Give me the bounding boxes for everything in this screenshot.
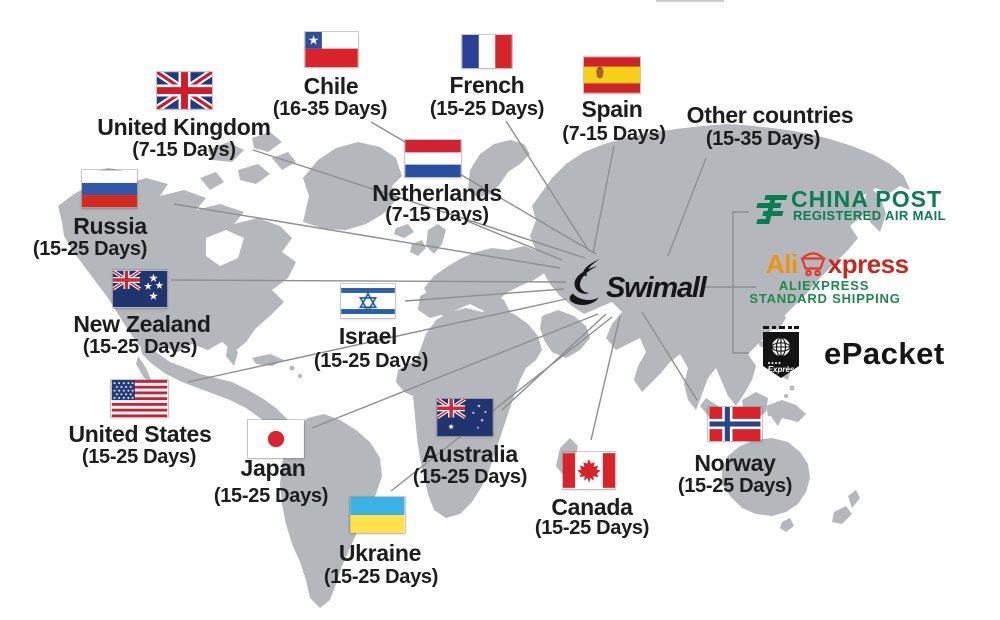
aliexpress-sub1: ALIEXPRESS [778,278,870,293]
flag-ukraine [350,497,405,533]
label-new-zealand-days: (15-25 Days) [82,336,198,358]
china-post-icon [752,193,790,229]
label-chile-days: (16-35 Days) [272,98,388,120]
label-spain-name: Spain [581,96,643,122]
flag-canada [563,452,615,489]
label-japan-name: Japan [240,455,306,481]
label-norway-days: (15-25 Days) [677,475,793,497]
flag-united-states [111,380,168,417]
label-united-states-name: United States [68,421,212,447]
flag-israel [341,284,395,318]
epacket-label: ePacket [824,336,945,371]
swimall-swirl-icon [569,258,611,308]
line-russia [173,203,561,269]
label-new-zealand-name: New Zealand [73,311,211,337]
line-netherlands [466,220,563,261]
epacket-badge-text: Exprès [768,365,795,374]
label-other-countries-days: (15-35 Days) [705,128,821,150]
flag-netherlands [405,140,461,177]
flag-australia [437,399,493,436]
flag-french [462,35,512,68]
label-netherlands-days: (7-15 Days) [385,204,489,226]
flag-spain [584,57,640,93]
aliexpress-cart-icon [799,251,827,278]
label-united-states-days: (15-25 Days) [81,446,197,468]
label-norway-name: Norway [694,450,776,476]
label-netherlands-name: Netherlands [372,180,502,206]
line-spain [592,145,615,254]
label-spain-days: (7-15 Days) [562,123,666,145]
line-french [505,120,590,252]
flag-japan [248,420,304,458]
line-australia [501,313,607,411]
line-ukraine [390,316,613,492]
label-canada-days: (15-25 Days) [534,517,650,539]
label-canada-name: Canada [551,494,633,520]
aliexpress-sub2: STANDARD SHIPPING [749,291,901,306]
line-new-zealand [170,279,567,283]
label-uk-days: (7-15 Days) [132,139,236,161]
aliexpress-text-ali: Ali [766,249,798,279]
flag-russia [82,170,137,208]
label-australia-name: Australia [422,441,518,467]
flag-uk [157,72,212,109]
label-russia-name: Russia [73,213,147,239]
line-canada [590,315,621,441]
label-australia-days: (15-25 Days) [412,466,528,488]
line-other [667,157,707,257]
label-japan-days: (15-25 Days) [213,485,329,507]
line-united-states [187,298,567,383]
line-israel [404,288,565,302]
swimall-logo-text: Swimall [606,272,707,304]
flag-norway [708,407,762,441]
label-ukraine-days: (15-25 Days) [323,566,439,588]
line-norway [641,311,698,401]
china-post-title: CHINA POST [791,186,942,212]
label-french-days: (15-25 Days) [429,98,545,120]
label-chile-name: Chile [303,73,359,99]
label-ukraine-name: Ukraine [338,540,422,566]
label-french-name: French [449,72,525,98]
line-japan [311,313,599,429]
cropped-edge-artifact [656,0,724,2]
label-russia-days: (15-25 Days) [32,238,148,260]
label-israel-days: (15-25 Days) [313,350,429,372]
aliexpress-text-xpress: xpress [827,249,909,279]
line-uk [252,149,586,259]
china-post-subtitle: REGISTERED AIR MAIL [793,208,947,223]
label-israel-name: Israel [338,323,398,349]
label-other-countries-name: Other countries [686,102,854,128]
carrier-bracket [732,211,749,354]
epacket-badge-icon: Exprès [762,326,800,380]
label-uk-name: United Kingdom [97,114,271,140]
flag-chile [305,32,358,67]
aliexpress-logo: Ali xpress [766,249,909,280]
flag-new-zealand [113,270,167,308]
